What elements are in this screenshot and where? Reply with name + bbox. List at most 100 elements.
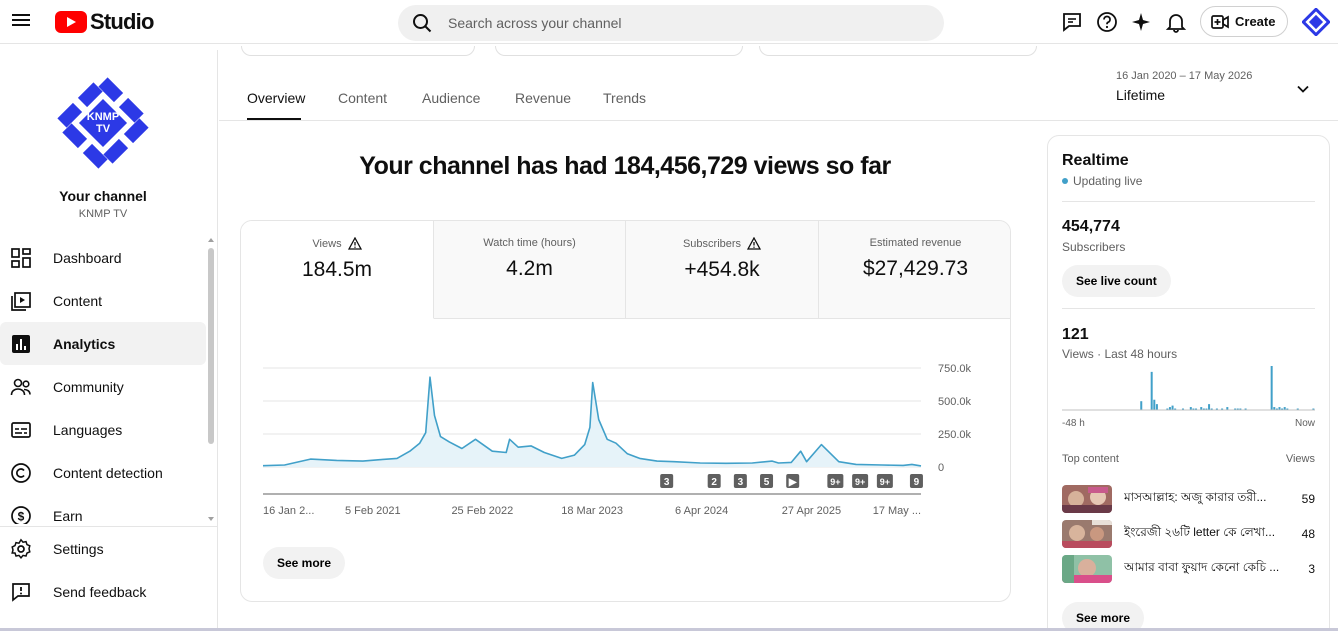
date-range-label: Lifetime <box>1116 87 1166 103</box>
create-button[interactable]: Create <box>1200 6 1288 37</box>
metric-value: $27,429.73 <box>862 257 969 280</box>
sidebar-item-content-detection[interactable]: Content detection <box>0 451 208 494</box>
see-live-count-button[interactable]: See live count <box>1062 265 1171 297</box>
sidebar-item-settings[interactable]: Settings <box>0 527 218 570</box>
realtime-bar <box>1234 408 1237 410</box>
sparkle-icon[interactable] <box>1130 11 1152 33</box>
sidebar-item-label: Settings <box>53 540 104 557</box>
page-title: Your channel has had 184,456,729 views s… <box>359 152 891 180</box>
search-input[interactable] <box>448 5 928 41</box>
languages-icon <box>11 421 31 438</box>
tab-content[interactable]: Content <box>338 90 388 106</box>
sidebar-item-label: Analytics <box>53 335 116 352</box>
top-content-row[interactable]: ইংরেজী ২৬টি letter কে লেখা... 48 <box>1062 519 1315 549</box>
studio-logo[interactable]: Studio <box>55 9 154 35</box>
community-icon <box>10 378 31 395</box>
live-dot-icon <box>1062 178 1068 184</box>
metric-revenue[interactable]: Estimated revenue $27,429.73 <box>819 221 1010 319</box>
realtime-bar <box>1210 408 1213 410</box>
sidebar-item-languages[interactable]: Languages <box>0 408 208 451</box>
channel-title: Your channel <box>59 188 147 204</box>
realtime-views-chart[interactable] <box>1062 364 1315 412</box>
sidebar-scrollbar[interactable] <box>207 236 215 524</box>
tab-audience[interactable]: Audience <box>422 90 481 106</box>
see-more-button[interactable]: See more <box>263 547 346 579</box>
metric-views[interactable]: Views 184.5m <box>241 221 434 319</box>
metric-value: 184.5m <box>301 258 373 281</box>
realtime-status-text: Updating live <box>1073 174 1143 188</box>
realtime-views-label: Views · Last 48 hours <box>1062 347 1178 361</box>
video-publish-marker[interactable]: 3 <box>733 474 747 488</box>
help-icon[interactable] <box>1096 11 1118 33</box>
sidebar-item-earn[interactable]: $ Earn <box>0 494 208 524</box>
y-tick-label: 750.0k <box>938 363 972 375</box>
sidebar-scroll-thumb[interactable] <box>208 248 214 444</box>
sidebar-item-send-feedback[interactable]: Send feedback <box>0 570 218 613</box>
sidebar-item-dashboard[interactable]: Dashboard <box>0 236 208 279</box>
realtime-bar <box>1166 408 1169 410</box>
chart-series-line <box>262 376 922 467</box>
create-video-icon <box>1211 14 1229 29</box>
warning-icon <box>747 237 762 250</box>
metric-watch-time[interactable]: Watch time (hours) 4.2m <box>434 221 626 319</box>
realtime-bar <box>1202 408 1205 410</box>
views-chart[interactable]: 750.0k 500.0k 250.0k 0 16 Jan 2... 5 Feb 2021… <box>241 320 1011 540</box>
video-publish-marker[interactable]: 9+ <box>876 474 893 488</box>
top-content-title: মাসআল্লাহ: অজু কারার তরী... <box>1124 490 1267 504</box>
realtime-bar <box>1192 408 1195 410</box>
sidebar-item-community[interactable]: Community <box>0 365 208 408</box>
svg-text:9: 9 <box>914 477 920 488</box>
video-publish-marker[interactable]: ▶ <box>786 474 800 488</box>
date-range-picker[interactable]: 16 Jan 2020 – 17 May 2026 Lifetime <box>1116 70 1316 110</box>
realtime-bar <box>1205 408 1208 410</box>
sidebar-item-content[interactable]: Content <box>0 279 208 322</box>
video-publish-marker[interactable]: 3 <box>660 474 674 488</box>
realtime-bar <box>1140 401 1143 410</box>
active-tab-indicator <box>247 118 301 120</box>
video-publish-marker[interactable]: 5 <box>760 474 774 488</box>
video-publish-marker[interactable]: 9 <box>909 474 923 488</box>
subscriber-count: 454,774 <box>1062 218 1120 235</box>
top-content-row[interactable]: মাসআল্লাহ: অজু কারার তরী... 59 <box>1062 484 1315 514</box>
menu-icon[interactable] <box>12 11 32 31</box>
divider <box>1062 201 1315 202</box>
tab-revenue[interactable]: Revenue <box>515 90 572 106</box>
search-icon[interactable] <box>412 13 432 33</box>
metric-label: Views <box>312 237 342 250</box>
x-tick-label: 6 Apr 2024 <box>675 505 728 517</box>
sidebar-item-analytics[interactable]: Analytics <box>0 322 206 365</box>
copyright-icon <box>11 462 31 483</box>
settings-icon <box>11 538 31 559</box>
bell-icon[interactable] <box>1165 11 1187 33</box>
realtime-bar <box>1221 408 1224 410</box>
tab-trends[interactable]: Trends <box>603 90 647 106</box>
feedback-icon[interactable] <box>1061 11 1083 33</box>
top-content-row[interactable]: আমার বাবা ফুয়াদ কেনো কেচি ... 3 <box>1062 554 1315 584</box>
channel-logo[interactable]: KNMP TV <box>52 72 154 174</box>
top-content-see-more-button[interactable]: See more <box>1062 602 1145 631</box>
realtime-bar <box>1195 408 1198 410</box>
video-publish-marker[interactable]: 9+ <box>852 474 869 488</box>
realtime-bar <box>1189 407 1192 410</box>
views-column-header: Views <box>1285 453 1315 465</box>
realtime-axis-end: Now <box>1294 418 1315 429</box>
metric-subscribers[interactable]: Subscribers +454.8k <box>626 221 819 319</box>
analytics-main: Overview Content Audience Revenue Trends… <box>219 46 1338 631</box>
overview-card: Views 184.5m Watch time (hours) 4.2m Sub… <box>240 220 1011 602</box>
svg-text:▶: ▶ <box>788 477 798 488</box>
svg-text:3: 3 <box>664 477 670 488</box>
send-feedback-icon <box>12 582 30 602</box>
realtime-title: Realtime <box>1062 152 1129 169</box>
realtime-bar <box>1278 407 1281 410</box>
sidebar-item-label: Earn <box>53 507 83 524</box>
account-avatar[interactable] <box>1302 8 1330 36</box>
tab-overview[interactable]: Overview <box>247 90 306 106</box>
video-publish-marker[interactable]: 9+ <box>827 474 844 488</box>
top-bar: Studio Create <box>0 0 1338 44</box>
brand-label: Studio <box>90 9 154 34</box>
window-bottom-edge <box>0 628 1338 631</box>
top-content-title: ইংরেজী ২৬টি letter কে লেখা... <box>1124 525 1276 539</box>
create-label: Create <box>1235 14 1276 29</box>
video-publish-marker[interactable]: 2 <box>707 474 721 488</box>
x-tick-label: 17 May ... <box>873 505 921 517</box>
